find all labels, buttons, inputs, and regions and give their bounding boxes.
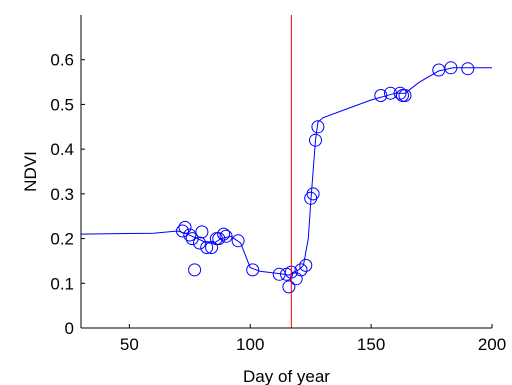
y-tick-label: 0.5 <box>50 95 74 114</box>
plot-content <box>80 15 492 328</box>
observation-marker <box>185 232 199 246</box>
x-tick-label: 50 <box>120 335 139 354</box>
y-tick-label: 0.3 <box>50 185 74 204</box>
observation-marker <box>311 120 325 134</box>
observation-marker <box>188 263 202 277</box>
observation-marker <box>398 89 412 102</box>
observation-marker <box>306 187 320 201</box>
observation-marker <box>461 62 475 76</box>
observation-marker <box>217 227 231 241</box>
observation-marker <box>176 224 189 238</box>
y-tick-label: 0.2 <box>50 230 74 249</box>
observation-marker <box>195 225 209 239</box>
observation-marker <box>299 258 313 272</box>
x-axis-label: Day of year <box>243 367 330 385</box>
smoothed-ndvi-line <box>80 67 492 276</box>
y-tick-label: 0.6 <box>50 51 74 70</box>
x-tick-label: 150 <box>357 335 385 354</box>
observation-marker <box>246 263 260 277</box>
observation-marker <box>200 241 214 254</box>
observation-marker <box>178 220 192 234</box>
observation-marker <box>183 228 197 242</box>
observation-marker <box>212 232 226 246</box>
x-tick-label: 200 <box>478 335 506 354</box>
observation-marker <box>231 234 245 248</box>
y-tick-label: 0 <box>65 319 74 338</box>
observation-marker <box>374 89 388 102</box>
observation-marker <box>219 229 233 243</box>
y-axis-label: NDVI <box>21 151 40 192</box>
observation-marker <box>444 61 458 75</box>
observation-marker <box>309 133 322 147</box>
observation-marker <box>282 280 296 294</box>
x-tick-label: 100 <box>236 335 264 354</box>
axes: 50 100 150 200 0 0.1 0.2 0.3 0.4 0.5 0.6 <box>50 15 506 354</box>
y-tick-label: 0.4 <box>50 140 74 159</box>
observation-marker <box>294 263 308 277</box>
y-tick-label: 0.1 <box>50 274 74 293</box>
